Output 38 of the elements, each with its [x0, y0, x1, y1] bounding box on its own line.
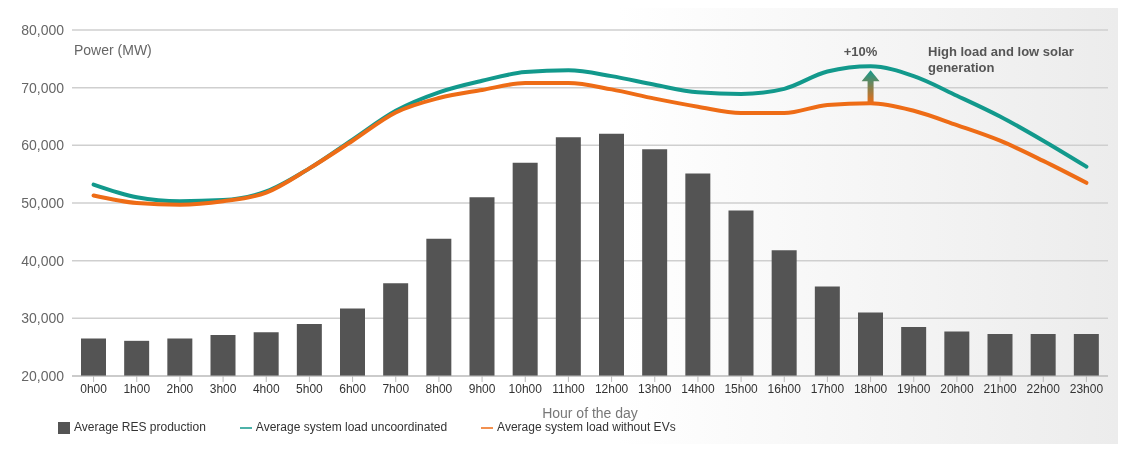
x-tick-label: 4h00: [252, 381, 280, 396]
y-axis-title: Power (MW): [74, 42, 152, 58]
x-tick-label: 20h00: [940, 381, 974, 396]
x-tick-label: 5h00: [296, 381, 324, 396]
y-tick-label: 40,000: [21, 252, 65, 269]
y-tick-label: 50,000: [21, 194, 65, 211]
x-tick-label: 3h00: [209, 381, 237, 396]
x-tick-label: 7h00: [382, 381, 410, 396]
x-tick-label: 12h00: [594, 381, 629, 396]
x-tick-label: 23h00: [1069, 381, 1104, 396]
x-tick-label: 10h00: [508, 381, 543, 396]
x-tick-label: 11h00: [552, 381, 585, 396]
x-axis-title: Hour of the day: [542, 405, 638, 421]
x-tick-label: 14h00: [681, 381, 715, 396]
y-tick-label: 70,000: [21, 79, 65, 96]
x-tick-label: 0h00: [80, 381, 108, 396]
y-tick-label: 20,000: [21, 367, 65, 384]
annotation: High load and low solar generation: [928, 44, 1075, 76]
x-tick-label: 22h00: [1026, 381, 1061, 396]
x-tick-label: 15h00: [724, 381, 759, 396]
x-tick-label: 18h00: [853, 381, 888, 396]
legend-label: Average system load without EVs: [497, 420, 676, 434]
x-tick-label: 2h00: [166, 381, 194, 396]
x-tick-label: 21h00: [983, 381, 1018, 396]
x-tick-label: 13h00: [638, 381, 672, 396]
x-tick-label: 16h00: [767, 381, 802, 396]
y-tick-label: 60,000: [21, 137, 65, 154]
y-tick-label: 80,000: [21, 21, 65, 38]
x-tick-label: 8h00: [425, 381, 453, 396]
x-tick-label: 1h00: [123, 381, 151, 396]
x-tick-label: 19h00: [897, 381, 931, 396]
x-tick-label: 17h00: [810, 381, 845, 396]
legend-label: Average RES production: [74, 420, 206, 434]
x-tick-label: 9h00: [468, 381, 496, 396]
annotation: +10%: [843, 44, 878, 60]
y-tick-label: 30,000: [21, 310, 65, 327]
legend-label: Average system load uncoordinated: [255, 420, 448, 434]
x-tick-label: 6h00: [339, 381, 367, 396]
